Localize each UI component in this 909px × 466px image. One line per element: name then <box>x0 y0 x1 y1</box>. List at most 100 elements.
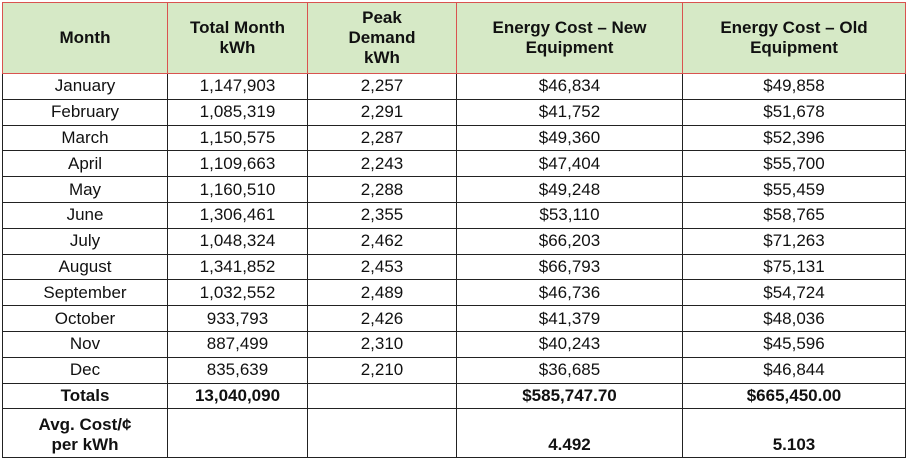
table-row: Dec 835,639 2,210 $36,685 $46,844 <box>2 356 906 384</box>
table-cell: $49,360 <box>456 124 683 152</box>
cell-text: $48,036 <box>763 308 825 328</box>
cell-text: June <box>66 205 104 225</box>
table-cell: January <box>2 73 168 100</box>
table-row: April 1,109,663 2,243 $47,404 $55,700 <box>2 150 906 178</box>
cell-text: $66,793 <box>538 256 601 276</box>
table-cell: $53,110 <box>456 201 683 229</box>
cell-text: 2,355 <box>360 205 404 225</box>
table-cell: $41,379 <box>456 305 683 332</box>
table-cell: $49,858 <box>682 73 906 100</box>
cell-text: $49,858 <box>763 76 825 96</box>
table-cell: May <box>2 176 168 203</box>
table-cell: $45,596 <box>682 330 906 358</box>
table-cell: $48,036 <box>682 305 906 332</box>
table-cell: October <box>2 305 168 332</box>
cell-text: 2,489 <box>360 282 404 302</box>
cell-text: 887,499 <box>206 334 269 354</box>
table-cell: $585,747.70 <box>456 382 683 410</box>
table-cell: $46,736 <box>456 279 683 307</box>
table-cell <box>307 408 457 459</box>
table-cell: 933,793 <box>167 305 308 332</box>
table-cell: Dec <box>2 356 168 384</box>
cell-text: $46,844 <box>763 360 825 380</box>
table-cell: $55,700 <box>682 150 906 178</box>
table-cell: 13,040,090 <box>167 382 308 410</box>
table-cell: 2,257 <box>307 73 457 100</box>
table-cell: $36,685 <box>456 356 683 384</box>
cell-text: 2,287 <box>360 127 404 147</box>
table-row: Nov 887,499 2,310 $40,243 $45,596 <box>2 330 906 358</box>
cell-text: $665,450.00 <box>746 385 842 405</box>
header-text: Peak Demand kWh <box>348 8 416 67</box>
cell-text: $49,248 <box>538 179 601 199</box>
cell-text: 1,048,324 <box>199 231 276 251</box>
cell-text: $46,834 <box>538 76 601 96</box>
cell-text: $52,396 <box>763 127 825 147</box>
table-cell: $665,450.00 <box>682 382 906 410</box>
table-row: July 1,048,324 2,462 $66,203 $71,263 <box>2 227 906 255</box>
cell-text: $51,678 <box>763 102 825 122</box>
cell-text: $41,379 <box>538 308 601 328</box>
table-cell: 5.103 <box>682 408 906 459</box>
cell-text: 2,453 <box>360 256 404 276</box>
cell-text: $49,360 <box>538 127 601 147</box>
cell-text: 2,291 <box>360 102 404 122</box>
table-cell: June <box>2 201 168 229</box>
cell-text: $58,765 <box>763 205 825 225</box>
table-cell: $54,724 <box>682 279 906 307</box>
cell-text: 1,109,663 <box>199 153 276 173</box>
cell-text: $54,724 <box>763 282 825 302</box>
cell-text: Dec <box>69 360 101 380</box>
table-row: May 1,160,510 2,288 $49,248 $55,459 <box>2 176 906 203</box>
header-cell: Total Month kWh <box>167 2 308 74</box>
table-cell: 4.492 <box>456 408 683 459</box>
cell-text: March <box>61 127 109 147</box>
cell-text: 2,310 <box>360 334 404 354</box>
cell-text: 1,032,552 <box>199 282 276 302</box>
table-cell: September <box>2 279 168 307</box>
header-text: Energy Cost – Old Equipment <box>720 18 868 57</box>
cell-text: $585,747.70 <box>522 385 617 405</box>
cell-text: September <box>43 282 127 302</box>
cell-text: October <box>54 308 116 328</box>
table-row: August 1,341,852 2,453 $66,793 $75,131 <box>2 253 906 281</box>
table-cell: 1,032,552 <box>167 279 308 307</box>
table-cell: $46,834 <box>456 73 683 100</box>
table-cell: $71,263 <box>682 227 906 255</box>
table-cell: $55,459 <box>682 176 906 203</box>
cell-text: 1,150,575 <box>199 127 276 147</box>
cell-text: 1,306,461 <box>199 205 276 225</box>
table-row: February 1,085,319 2,291 $41,752 $51,678 <box>2 98 906 126</box>
table-row: Avg. Cost/¢ per kWh 4.492 5.103 <box>2 408 906 459</box>
cell-text: $75,131 <box>763 256 825 276</box>
table-row: June 1,306,461 2,355 $53,110 $58,765 <box>2 201 906 229</box>
table-cell: $46,844 <box>682 356 906 384</box>
table-cell: 2,453 <box>307 253 457 281</box>
header-cell: Month <box>2 2 168 74</box>
cell-text: $47,404 <box>538 153 601 173</box>
table-cell: $75,131 <box>682 253 906 281</box>
header-cell: Energy Cost – Old Equipment <box>682 2 906 74</box>
cell-text: $46,736 <box>538 282 601 302</box>
cell-text: $40,243 <box>538 334 601 354</box>
table-cell: February <box>2 98 168 126</box>
cell-text: 1,085,319 <box>199 102 276 122</box>
table-cell: 2,288 <box>307 176 457 203</box>
table-cell: 1,150,575 <box>167 124 308 152</box>
cell-text: $55,459 <box>763 179 825 199</box>
cell-text: 2,462 <box>360 231 404 251</box>
table-row: March 1,150,575 2,287 $49,360 $52,396 <box>2 124 906 152</box>
table-cell: 1,160,510 <box>167 176 308 203</box>
cell-text: $41,752 <box>538 102 601 122</box>
cell-text: $36,685 <box>538 360 601 380</box>
cell-text: $71,263 <box>763 231 825 251</box>
energy-table: Month Total Month kWh Peak Demand kWh Energ… <box>2 2 906 459</box>
header-cell: Peak Demand kWh <box>307 2 457 74</box>
cell-text: 1,160,510 <box>199 179 276 199</box>
cell-text: 1,147,903 <box>199 76 276 96</box>
table-cell: 1,306,461 <box>167 201 308 229</box>
table-cell: Avg. Cost/¢ per kWh <box>2 408 168 459</box>
header-text: Month <box>59 28 111 47</box>
table-cell: 835,639 <box>167 356 308 384</box>
header-text: Energy Cost – New Equipment <box>492 18 647 57</box>
